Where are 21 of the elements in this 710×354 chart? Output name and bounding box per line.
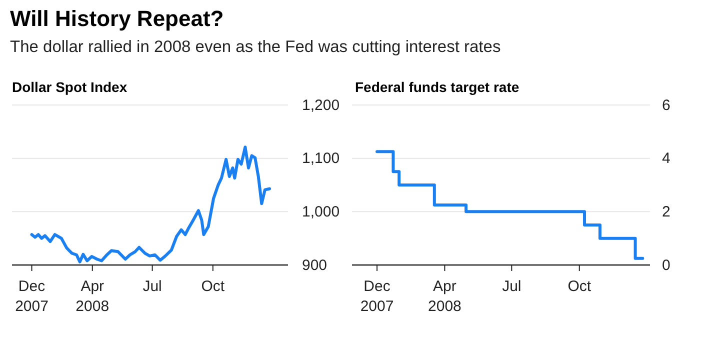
y-tick-label: 4 xyxy=(662,150,670,168)
y-tick-label: 1,200 xyxy=(302,96,340,114)
x-tick-label: Jul xyxy=(142,278,162,295)
chart-subtitle: The dollar rallied in 2008 even as the Fed was cutting interest rates xyxy=(10,38,501,56)
y-tick-label: 1,000 xyxy=(302,203,340,220)
x-tick-label: Oct xyxy=(201,278,226,295)
x-tick-label: Dec 2007 xyxy=(360,278,394,315)
y-tick-label: 2 xyxy=(662,203,670,220)
chart-title: Will History Repeat? xyxy=(10,6,224,31)
y-tick-label: 900 xyxy=(302,256,328,274)
x-tick-label: Oct xyxy=(568,278,592,295)
x-tick-label: Apr 2008 xyxy=(76,278,110,315)
x-tick-label: Jul xyxy=(502,278,522,295)
y-axis-title: Dollar Spot Index xyxy=(12,79,128,95)
y-tick-label: 1,100 xyxy=(302,150,340,168)
y-tick-label: 6 xyxy=(662,96,670,114)
x-tick-label: Dec 2007 xyxy=(15,278,48,315)
y-axis-title: Federal funds target rate xyxy=(355,79,520,95)
y-tick-label: 0 xyxy=(662,256,670,274)
line-series xyxy=(30,146,272,264)
x-tick-label: Apr 2008 xyxy=(428,278,462,315)
